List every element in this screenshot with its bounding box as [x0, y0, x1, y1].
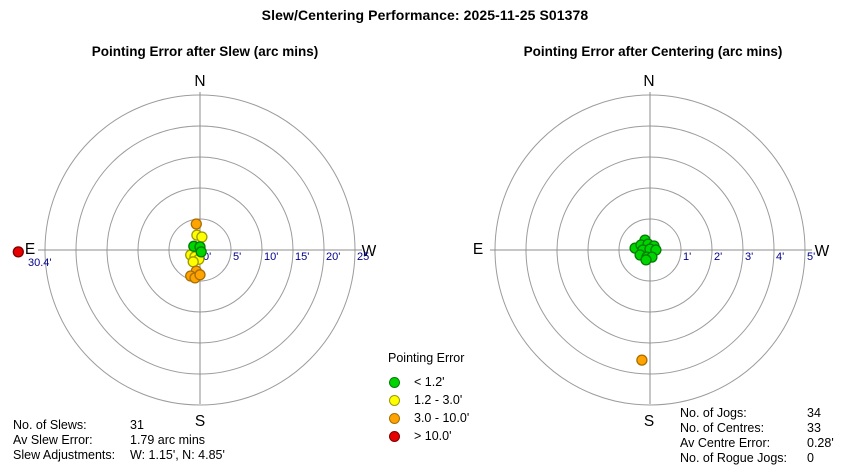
stat-row: Slew Adjustments: W: 1.15', N: 4.85'	[13, 448, 225, 463]
ring-tick-label: 2'	[714, 251, 722, 263]
legend-entry-label: > 10.0'	[414, 429, 452, 443]
legend-entry-orange: 3.0 - 10.0'	[388, 409, 469, 427]
legend-entry-label: < 1.2'	[414, 375, 445, 389]
pointing-error-legend: Pointing Error < 1.2' 1.2 - 3.0' 3.0 - 10.…	[388, 350, 469, 445]
ring-tick-label: 5'	[807, 251, 815, 263]
stat-row: Av Slew Error: 1.79 arc mins	[13, 433, 225, 448]
legend-title: Pointing Error	[388, 351, 465, 365]
compass-label-east: E	[25, 241, 35, 258]
compass-label-east: E	[473, 241, 483, 258]
stat-label: No. of Jogs:	[680, 406, 747, 420]
compass-label-north: N	[194, 73, 205, 90]
slew-plot-title: Pointing Error after Slew (arc mins)	[91, 44, 319, 59]
stat-row: Av Centre Error: 0.28'	[680, 436, 834, 451]
legend-entry-yellow: 1.2 - 3.0'	[388, 391, 469, 409]
stat-label: No. of Slews:	[13, 418, 87, 432]
centering-plot-title: Pointing Error after Centering (arc mins…	[523, 44, 783, 59]
data-point-green	[640, 254, 652, 266]
stat-value: 31	[130, 418, 144, 432]
data-point-green	[195, 246, 207, 258]
stat-row: No. of Centres: 33	[680, 421, 834, 436]
stat-label: Av Centre Error:	[680, 436, 771, 450]
ring-tick-label: 20'	[326, 251, 340, 263]
green-dot-icon	[389, 376, 400, 388]
stat-label: No. of Rogue Jogs:	[680, 451, 788, 465]
slew-stats: No. of Slews: 31 Av Slew Error: 1.79 arc mi…	[13, 418, 225, 463]
stat-label: No. of Centres:	[680, 421, 765, 435]
ring-tick-label: 15'	[295, 251, 309, 263]
stat-row: No. of Jogs: 34	[680, 406, 834, 421]
compass-label-west: W	[815, 243, 830, 260]
stat-value: 34	[807, 406, 821, 420]
compass-label-west: W	[362, 243, 377, 260]
ring-tick-label: 1'	[683, 251, 691, 263]
stat-label: Av Slew Error:	[13, 433, 93, 447]
compass-label-north: N	[643, 73, 654, 90]
data-point-orange	[194, 269, 206, 281]
stat-row: No. of Rogue Jogs: 0	[680, 451, 834, 466]
stat-value: W: 1.15', N: 4.85'	[130, 448, 225, 462]
ring-tick-label: 3'	[745, 251, 753, 263]
slew-polar-chart: N S E W 0' 5' 10' 15' 20' 25 30.4'	[12, 73, 377, 430]
ring-tick-label: 4'	[776, 251, 784, 263]
ring-tick-label: 10'	[264, 251, 278, 263]
outlier-value-label: 30.4'	[28, 257, 52, 269]
report-title: Slew/Centering Performance: 2025-11-25 S…	[261, 7, 589, 23]
data-point-orange	[190, 218, 202, 230]
centering-stats: No. of Jogs: 34 No. of Centres: 33 Av Centre…	[680, 406, 834, 466]
stat-row: No. of Slews: 31	[13, 418, 225, 433]
stat-value: 33	[807, 421, 821, 435]
stat-value: 1.79 arc mins	[130, 433, 206, 447]
legend-entry-green: < 1.2'	[388, 373, 469, 391]
data-point-yellow	[187, 256, 199, 268]
compass-label-south: S	[644, 413, 654, 430]
legend-entries: < 1.2' 1.2 - 3.0' 3.0 - 10.0' > 10.0'	[388, 373, 469, 445]
yellow-dot-icon	[389, 394, 400, 406]
centering-polar-chart: N S E W 1' 2' 3' 4' 5'	[473, 73, 830, 430]
data-point-yellow	[196, 231, 208, 243]
ring-tick-label: 5'	[233, 251, 241, 263]
data-point-orange	[636, 354, 648, 366]
legend-entry-label: 3.0 - 10.0'	[414, 411, 470, 425]
red-dot-icon	[389, 430, 400, 442]
stat-value: 0	[807, 451, 814, 465]
data-point-red	[12, 246, 24, 258]
ring-tick-label-center: 0'	[203, 251, 211, 263]
legend-entry-red: > 10.0'	[388, 427, 469, 445]
orange-dot-icon	[389, 412, 400, 424]
ring-tick-label: 25	[357, 251, 369, 263]
legend-entry-label: 1.2 - 3.0'	[414, 393, 463, 407]
stat-value: 0.28'	[807, 436, 834, 450]
stat-label: Slew Adjustments:	[13, 448, 116, 462]
compass-label-south: S	[195, 413, 205, 430]
